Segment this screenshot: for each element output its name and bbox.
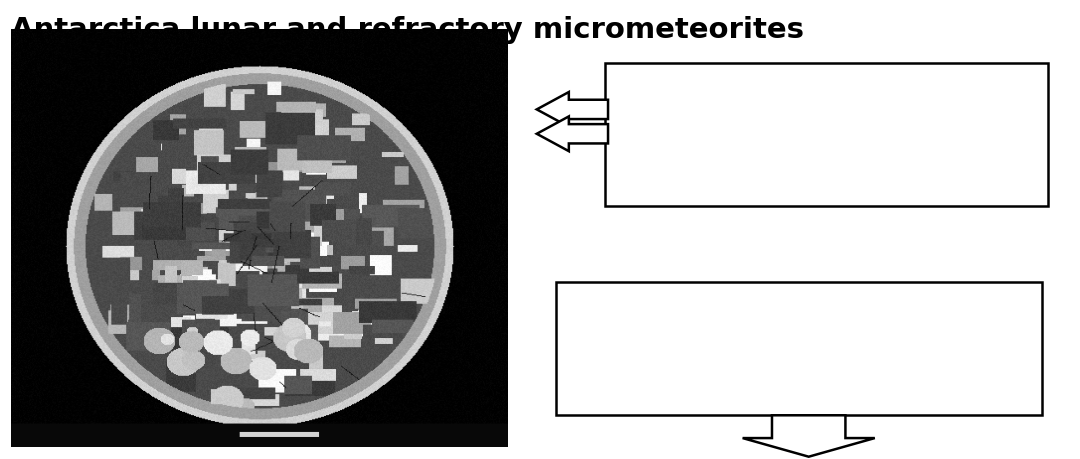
Text: AMM     lunar     spherule
containing     Augite     and
magnetite: AMM lunar spherule containing Augite and… xyxy=(623,78,877,153)
Text: Antarctica lunar and refractory micrometeorites: Antarctica lunar and refractory micromet… xyxy=(11,16,804,44)
Text: AMM     refractory     spherule     contains
diopside and magnetite with cronste: AMM refractory spherule contains diopsid… xyxy=(575,296,967,371)
